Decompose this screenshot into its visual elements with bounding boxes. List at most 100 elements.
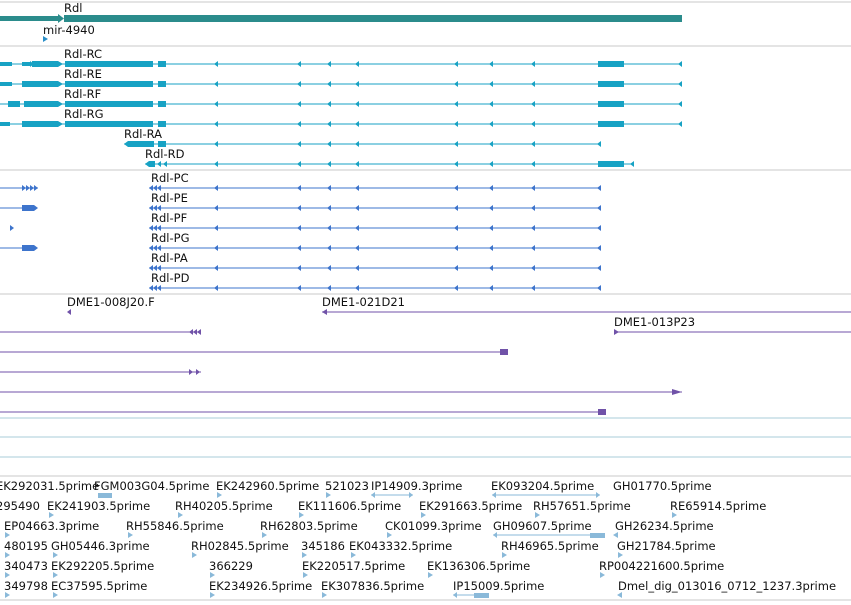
est-feature[interactable]: [535, 512, 540, 518]
est-label: 366229: [209, 559, 253, 573]
gene-feature[interactable]: [0, 14, 682, 23]
clone-feature[interactable]: [0, 389, 682, 395]
protein-rdl-pe[interactable]: [149, 205, 601, 211]
est-feature[interactable]: [262, 532, 267, 538]
transcript-rdl-ra[interactable]: [124, 141, 601, 147]
est-feature[interactable]: [672, 512, 677, 518]
est-feature[interactable]: [49, 512, 54, 518]
protein-label: Rdl-PC: [151, 171, 189, 185]
est-feature[interactable]: [303, 572, 308, 578]
clone-label: DME1-021D21: [322, 295, 405, 309]
est-feature[interactable]: [322, 592, 327, 598]
est-feature[interactable]: [217, 492, 222, 498]
est-feature[interactable]: [53, 552, 58, 558]
est-feature[interactable]: [5, 532, 10, 538]
clone-feature[interactable]: [0, 369, 201, 375]
clone-feature[interactable]: [0, 349, 508, 355]
transcript-label: Rdl-RD: [145, 147, 185, 161]
est-feature[interactable]: [98, 493, 112, 498]
est-label: GH26234.5prime: [615, 519, 714, 533]
transcript-rdl-re[interactable]: [0, 81, 682, 87]
est-feature[interactable]: [53, 592, 58, 598]
est-feature[interactable]: [613, 532, 618, 538]
est-label: GH21784.5prime: [617, 539, 716, 553]
est-label: GH01770.5prime: [613, 479, 712, 493]
est-label: EK220517.5prime: [302, 559, 405, 573]
est-feature[interactable]: [493, 532, 605, 538]
clone-feature[interactable]: [322, 309, 851, 315]
est-label: GH05446.3prime: [51, 539, 150, 553]
est-label: FGM003G04.5prime: [94, 479, 209, 493]
est-label: 340473: [4, 559, 48, 573]
protein-left-fragment[interactable]: [0, 245, 38, 251]
est-label: RH55846.5prime: [126, 519, 224, 533]
est-label: EK292031.5prime: [0, 479, 99, 493]
est-label: 521023: [325, 479, 369, 493]
transcript-rdl-rg[interactable]: [0, 121, 682, 127]
est-feature[interactable]: [5, 572, 10, 578]
protein-left-fragment[interactable]: [0, 185, 38, 191]
est-label: Dmel_dig_013016_0712_1237.3prime: [618, 579, 836, 593]
protein-left-fragment[interactable]: [0, 205, 38, 211]
est-feature[interactable]: [421, 512, 426, 518]
est-feature[interactable]: [192, 552, 197, 558]
est-feature[interactable]: [210, 572, 215, 578]
clone-feature[interactable]: [0, 409, 606, 415]
est-label: 295490: [0, 499, 40, 513]
est-feature[interactable]: [618, 552, 623, 558]
est-feature[interactable]: [210, 592, 215, 598]
est-feature[interactable]: [299, 512, 304, 518]
transcript-label: Rdl-RG: [64, 107, 104, 121]
est-feature[interactable]: [178, 512, 183, 518]
empty-tracks: [0, 417, 851, 477]
est-feature[interactable]: [302, 552, 307, 558]
transcript-label: Rdl-RF: [64, 87, 101, 101]
transcript-label: Rdl-RA: [124, 127, 162, 141]
transcript-track: Rdl-RC Rdl-RE: [0, 47, 851, 171]
mirna-feature[interactable]: [43, 36, 48, 42]
est-feature[interactable]: [5, 552, 10, 558]
transcript-label: Rdl-RC: [64, 47, 102, 61]
protein-label: Rdl-PE: [151, 191, 188, 205]
est-feature[interactable]: [53, 572, 58, 578]
protein-rdl-pc[interactable]: [149, 185, 601, 191]
est-label: EK242960.5prime: [216, 479, 319, 493]
transcript-label: Rdl-RE: [64, 67, 102, 81]
clone-feature[interactable]: [0, 329, 201, 335]
est-label: RP004221600.5prime: [599, 559, 724, 573]
clone-feature[interactable]: [67, 309, 71, 315]
protein-rdl-pa[interactable]: [149, 265, 601, 271]
protein-rdl-pd[interactable]: [149, 285, 601, 291]
gene-label: Rdl: [64, 1, 83, 15]
protein-track: Rdl-PC Rdl-PE: [0, 171, 851, 295]
protein-label: Rdl-PD: [151, 271, 190, 285]
est-feature[interactable]: [326, 492, 331, 498]
transcript-rdl-rc[interactable]: [0, 61, 682, 67]
clone-feature[interactable]: [614, 329, 851, 335]
est-label: EK093204.5prime: [491, 479, 594, 493]
clone-label: DME1-013P23: [614, 315, 695, 329]
est-feature[interactable]: [453, 592, 489, 598]
protein-rdl-pf[interactable]: [149, 225, 601, 231]
est-feature[interactable]: [5, 592, 10, 598]
transcript-rdl-rf[interactable]: [0, 101, 682, 107]
est-feature[interactable]: [387, 532, 392, 538]
est-feature[interactable]: [502, 552, 507, 558]
est-feature[interactable]: [128, 532, 133, 538]
est-label: EK111606.5prime: [298, 499, 401, 513]
est-feature[interactable]: [351, 552, 356, 558]
est-feature[interactable]: [617, 592, 622, 598]
protein-rdl-pg[interactable]: [149, 245, 601, 251]
est-feature[interactable]: [428, 572, 433, 578]
protein-left-fragment[interactable]: [10, 225, 14, 231]
transcript-rdl-rd[interactable]: [145, 161, 634, 167]
est-feature[interactable]: [492, 492, 600, 498]
est-feature[interactable]: [371, 492, 413, 498]
est-label: 349798: [4, 579, 48, 593]
est-feature[interactable]: [600, 572, 605, 578]
est-label: IP15009.5prime: [453, 579, 544, 593]
est-label: RH62803.5prime: [260, 519, 358, 533]
est-label: EK234926.5prime: [209, 579, 312, 593]
